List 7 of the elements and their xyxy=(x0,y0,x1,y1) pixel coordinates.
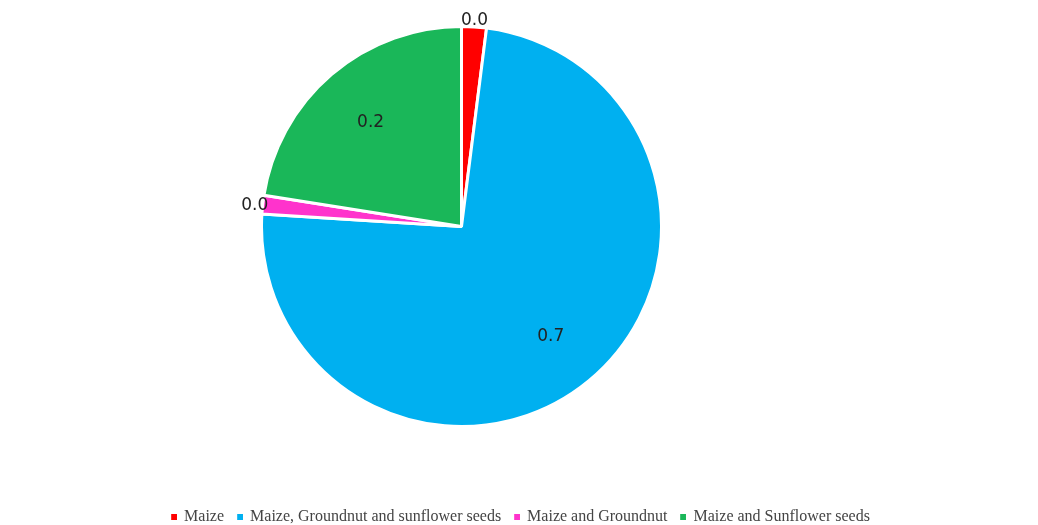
data-label: 0.7 xyxy=(537,324,565,345)
data-label: 0.2 xyxy=(357,110,385,131)
legend-label: Maize, Groundnut and sunflower seeds xyxy=(250,507,502,525)
legend-label: Maize xyxy=(184,507,225,525)
data-label: 0.0 xyxy=(461,9,489,30)
legend-label: Maize and Groundnut xyxy=(527,507,668,525)
legend-label: Maize and Sunflower seeds xyxy=(693,507,870,525)
